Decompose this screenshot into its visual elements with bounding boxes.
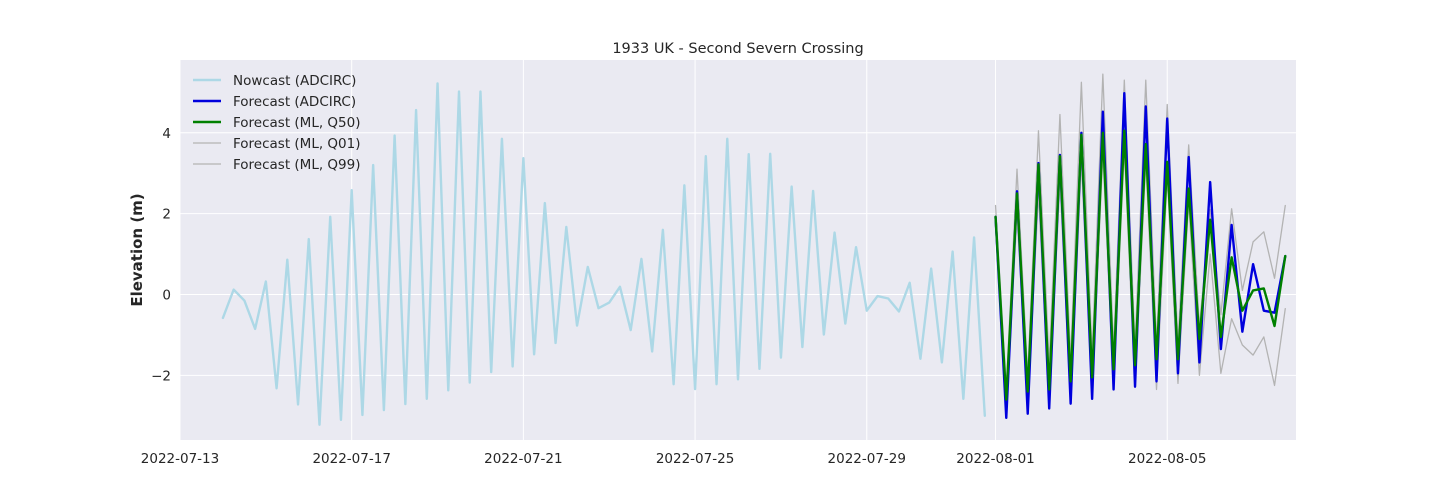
legend-label-2: Forecast (ML, Q50) xyxy=(233,115,361,131)
y-axis-label: Elevation (m) xyxy=(128,193,146,306)
x-tick-label-1: 2022-07-17 xyxy=(312,451,390,467)
x-tick-label-2: 2022-07-21 xyxy=(484,451,562,467)
x-axis: 2022-07-13 2022-07-17 2022-07-21 2022-07-25… xyxy=(141,451,1207,467)
x-tick-label-5: 2022-08-01 xyxy=(956,451,1034,467)
series-line-2 xyxy=(994,129,1287,401)
series-line-0 xyxy=(221,82,987,426)
y-tick-label-1: 0 xyxy=(162,287,171,303)
x-tick-label-3: 2022-07-25 xyxy=(656,451,734,467)
x-tick-label-4: 2022-07-29 xyxy=(828,451,906,467)
y-axis: −2 0 2 4 xyxy=(151,126,171,385)
y-tick-label-2: 2 xyxy=(162,207,171,223)
series-line-4 xyxy=(994,73,1286,389)
x-tick-label-0: 2022-07-13 xyxy=(141,451,219,467)
legend-label-3: Forecast (ML, Q01) xyxy=(233,136,361,152)
y-tick-label-0: −2 xyxy=(151,368,171,384)
legend: Nowcast (ADCIRC) Forecast (ADCIRC) Forecas… xyxy=(193,73,361,173)
legend-label-4: Forecast (ML, Q99) xyxy=(233,157,361,173)
chart-title: 1933 UK - Second Severn Crossing xyxy=(612,41,863,57)
series-layer xyxy=(221,73,1287,426)
y-tick-label-3: 4 xyxy=(162,126,171,142)
legend-label-1: Forecast (ADCIRC) xyxy=(233,94,356,110)
x-tick-label-6: 2022-08-05 xyxy=(1128,451,1206,467)
legend-label-0: Nowcast (ADCIRC) xyxy=(233,73,356,89)
